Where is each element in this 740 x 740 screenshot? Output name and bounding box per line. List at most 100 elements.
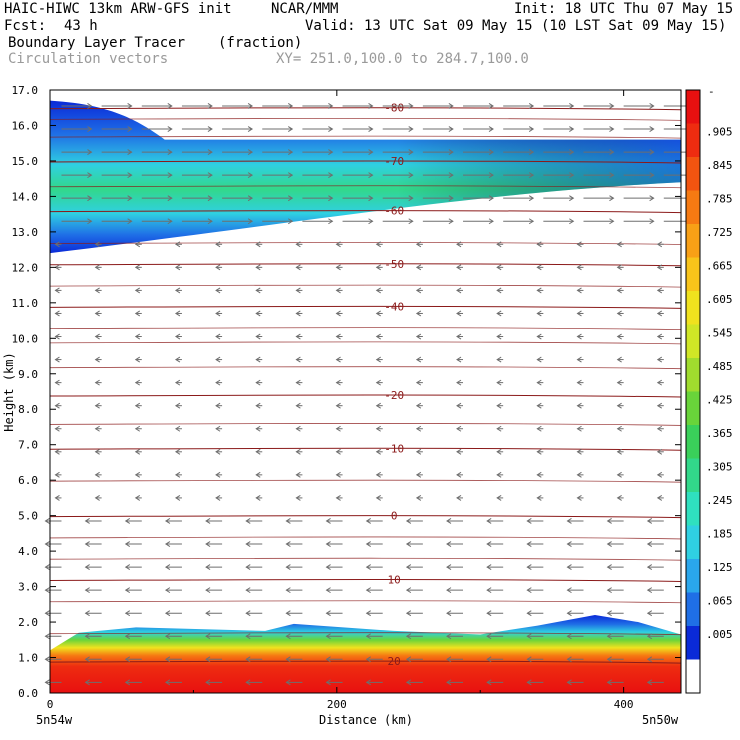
wind-vector-head bbox=[536, 379, 542, 386]
wind-vector-head bbox=[609, 103, 615, 109]
wind-vector-head bbox=[536, 471, 542, 478]
wind-vector-head bbox=[646, 564, 653, 571]
wind-vector-head bbox=[94, 425, 100, 432]
wind-vector-head bbox=[205, 587, 211, 594]
wind-vector-head bbox=[528, 103, 535, 109]
wind-vector-head bbox=[616, 471, 622, 478]
wind-vector-head bbox=[134, 356, 141, 363]
colorbar-swatch bbox=[686, 492, 700, 526]
wind-vector-head bbox=[405, 541, 412, 547]
wind-vector-head bbox=[94, 379, 100, 386]
wind-vector-head bbox=[205, 679, 211, 686]
wind-vector-head bbox=[415, 333, 422, 340]
wind-vector-head bbox=[215, 402, 221, 409]
colorbar-frame bbox=[685, 89, 701, 694]
wind-vector-head bbox=[127, 126, 133, 132]
wind-vector-head bbox=[134, 241, 141, 248]
wind-vector-head bbox=[335, 310, 341, 317]
wind-vector-head bbox=[609, 172, 615, 179]
wind-vector-head bbox=[528, 126, 535, 132]
wind-vector-head bbox=[335, 402, 341, 409]
isotherm-line bbox=[49, 107, 682, 111]
wind-vector-head bbox=[536, 333, 542, 340]
wind-vector-head bbox=[285, 564, 291, 571]
wind-vector-head bbox=[295, 379, 301, 386]
wind-vector-head bbox=[576, 241, 582, 248]
wind-vector-head bbox=[44, 541, 50, 547]
wind-vector-head bbox=[205, 564, 211, 571]
wind-vector-head bbox=[649, 218, 655, 225]
y-tick-label: 0.0 bbox=[18, 687, 38, 700]
wind-vector-head bbox=[606, 633, 612, 640]
wind-vector-head bbox=[415, 402, 422, 409]
isotherm-line bbox=[49, 394, 682, 398]
wind-vector-head bbox=[526, 564, 532, 571]
wind-vector-head bbox=[415, 310, 422, 317]
wind-vector-head bbox=[285, 541, 291, 547]
wind-vector-head bbox=[365, 656, 371, 663]
wind-vector-head bbox=[576, 448, 582, 455]
wind-vector-head bbox=[375, 356, 381, 363]
wind-vector-head bbox=[569, 172, 575, 179]
wind-vector-head bbox=[496, 494, 502, 501]
wind-vector-head bbox=[335, 425, 341, 432]
colorbar-swatch bbox=[686, 559, 700, 593]
wind-vector-head bbox=[295, 264, 301, 271]
wind-vector-head bbox=[287, 126, 294, 132]
wind-vector-head bbox=[124, 518, 131, 524]
wind-vector-head bbox=[335, 448, 341, 455]
wind-vector-head bbox=[325, 610, 331, 617]
isotherm-line bbox=[49, 632, 682, 636]
wind-vector-head bbox=[207, 172, 213, 179]
y-tick-label: 14.0 bbox=[12, 190, 39, 203]
wind-vector-head bbox=[488, 172, 494, 179]
wind-vector-head bbox=[245, 541, 251, 547]
fcst-value: 43 h bbox=[64, 18, 98, 34]
wind-vector-head bbox=[526, 656, 532, 663]
wind-vector-head bbox=[375, 241, 381, 248]
wind-vector-head bbox=[496, 379, 502, 386]
wind-vector-head bbox=[365, 610, 371, 617]
wind-vector-head bbox=[456, 356, 462, 363]
wind-vector-head bbox=[205, 518, 211, 524]
colorbar-swatch bbox=[686, 592, 700, 627]
wind-vector-head bbox=[255, 310, 261, 317]
fcst-label: Fcst: bbox=[4, 18, 47, 34]
wind-vector-head bbox=[606, 541, 612, 547]
wind-vector-head bbox=[164, 518, 171, 524]
wind-vector-head bbox=[446, 518, 452, 524]
wind-vector-head bbox=[656, 425, 663, 432]
wind-vector-head bbox=[174, 402, 181, 409]
colorbar-label: .905 bbox=[706, 126, 733, 139]
wind-vector-head bbox=[415, 241, 422, 248]
wind-vector-head bbox=[127, 218, 133, 225]
wind-vector-head bbox=[415, 425, 422, 432]
wind-vector-head bbox=[606, 564, 612, 571]
wind-vector-head bbox=[44, 610, 50, 617]
colorbar-swatch bbox=[686, 157, 700, 191]
wind-vector-head bbox=[285, 587, 291, 594]
overlay-name: Circulation vectors bbox=[8, 51, 169, 67]
wind-vector-head bbox=[245, 679, 251, 686]
wind-vector-head bbox=[375, 425, 381, 432]
wind-vector-head bbox=[255, 379, 261, 386]
wind-vector-head bbox=[134, 402, 141, 409]
isotherm-line bbox=[49, 242, 682, 245]
wind-vector-head bbox=[616, 425, 622, 432]
wind-vector-head bbox=[456, 333, 462, 340]
wind-vector-head bbox=[496, 310, 502, 317]
wind-vector-head bbox=[325, 541, 331, 547]
wind-vector-head bbox=[335, 264, 341, 271]
wind-vector-head bbox=[287, 103, 294, 109]
y-tick-label: 13.0 bbox=[12, 226, 39, 239]
wind-vector-head bbox=[616, 241, 622, 248]
wind-vector-head bbox=[576, 494, 582, 501]
field-units: (fraction) bbox=[218, 35, 303, 51]
colorbar-swatch bbox=[686, 458, 700, 493]
wind-vector-head bbox=[215, 448, 221, 455]
isotherm-lines: -80 -70 -60 -50 -40 -20 -10 0 10 20 bbox=[49, 102, 682, 668]
wind-vector-head bbox=[536, 356, 542, 363]
wind-vector-head bbox=[446, 610, 452, 617]
wind-vector-head bbox=[215, 241, 221, 248]
model-title: HAIC-HIWC 13km ARW-GFS init bbox=[4, 1, 232, 17]
